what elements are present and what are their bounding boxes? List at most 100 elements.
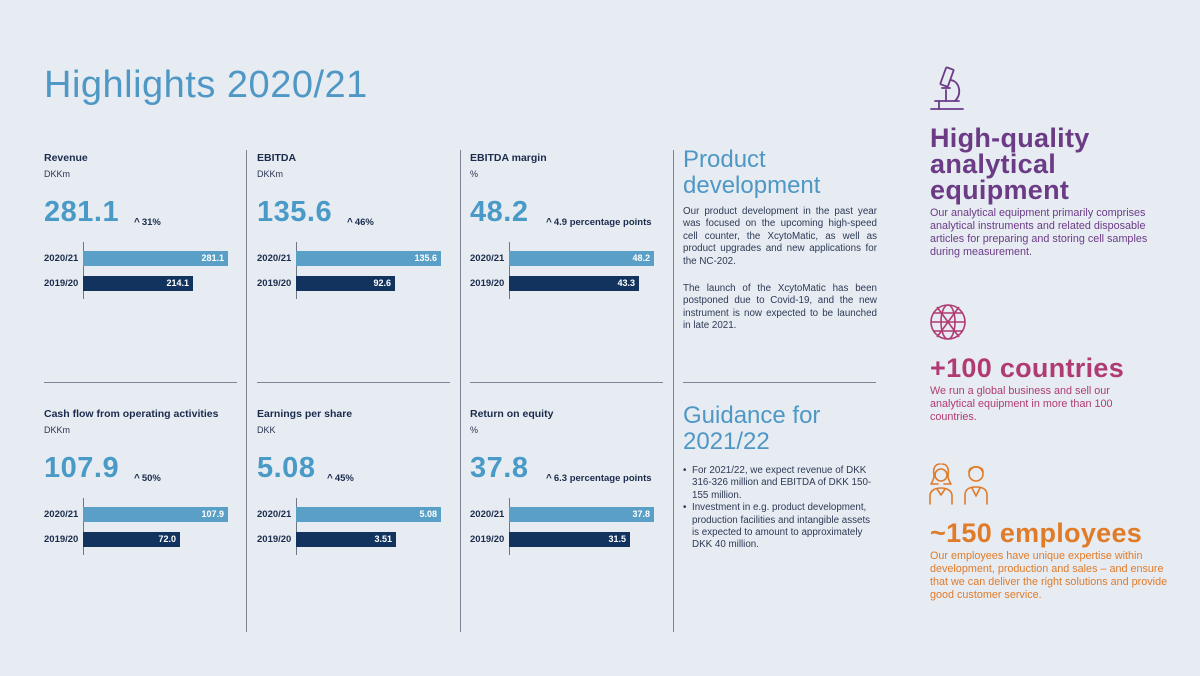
guidance-bullet: For 2021/22, we expect revenue of DKK 31…: [683, 465, 877, 502]
kpi-label: Revenue: [44, 152, 88, 164]
bar: 72.0: [83, 532, 180, 547]
page-title: Highlights 2020/21: [44, 64, 368, 106]
bar-year-label: 2020/21: [44, 509, 79, 520]
kpi-label: Cash flow from operating activities: [44, 408, 219, 420]
bar: 135.6: [296, 251, 441, 266]
bar-value-label: 3.51: [374, 534, 392, 544]
kpi-value: 5.08: [257, 452, 316, 484]
kpi-unit: DKKm: [257, 169, 284, 179]
feature-employees-text: Our employees have unique expertise with…: [930, 550, 1168, 601]
bar-row: 2020/21 37.8: [470, 507, 660, 523]
bar: 31.5: [509, 532, 630, 547]
bar: 37.8: [509, 507, 654, 522]
bar: 214.1: [83, 276, 193, 291]
kpi-change-value: 45%: [334, 473, 354, 484]
kpi-unit: %: [470, 169, 479, 179]
bar: 43.3: [509, 276, 639, 291]
feature-employees-title: ~150 employees: [930, 518, 1143, 548]
product-development-title-line2: development: [683, 172, 821, 199]
kpi-value: 281.1: [44, 196, 120, 228]
microscope-icon: [930, 66, 964, 110]
bar-value-label: 107.9: [201, 509, 224, 519]
kpi-change: ^ 50%: [134, 473, 161, 484]
feature-equipment-title-line2: analytical: [930, 149, 1057, 179]
kpi-change-value: 50%: [141, 473, 161, 484]
chart-axis: [296, 498, 297, 555]
kpi-unit: %: [470, 425, 479, 435]
globe-icon: [930, 304, 966, 340]
up-caret-icon: ^: [546, 217, 552, 228]
bar-row: 2019/20 72.0: [44, 532, 234, 548]
column-divider: [673, 150, 674, 632]
kpi-change-value: 31%: [141, 217, 161, 228]
row-divider: [470, 382, 663, 383]
kpi-label: EBITDA: [257, 152, 297, 164]
bar-year-label: 2020/21: [257, 253, 292, 264]
guidance-bullets: For 2021/22, we expect revenue of DKK 31…: [683, 465, 877, 552]
kpi-value: 135.6: [257, 196, 333, 228]
kpi-change-value: 6.3 percentage points: [553, 473, 652, 484]
bar-row: 2020/21 5.08: [257, 507, 447, 523]
bar-year-label: 2020/21: [44, 253, 79, 264]
bar-year-label: 2019/20: [470, 278, 505, 289]
feature-countries-text: We run a global business and sell our an…: [930, 385, 1113, 423]
product-development-para1: Our product development in the past year…: [683, 206, 877, 267]
bar-value-label: 5.08: [419, 509, 437, 519]
feature-employees: ~150 employees Our employees have unique…: [930, 520, 1168, 602]
bar: 3.51: [296, 532, 396, 547]
kpi-change: ^ 6.3 percentage points: [546, 473, 652, 484]
bar: 5.08: [296, 507, 441, 522]
bar-value-label: 37.8: [632, 509, 650, 519]
bar-row: 2020/21 281.1: [44, 251, 234, 267]
chart-axis: [83, 498, 84, 555]
bar-value-label: 135.6: [414, 253, 437, 263]
up-caret-icon: ^: [546, 473, 552, 484]
feature-countries: +100 countries We run a global business …: [930, 355, 1145, 424]
column-divider: [460, 150, 461, 632]
up-caret-icon: ^: [134, 473, 140, 484]
feature-equipment-title-line3: equipment: [930, 175, 1070, 205]
row-divider: [257, 382, 450, 383]
bar-year-label: 2019/20: [257, 278, 292, 289]
row-divider: [44, 382, 237, 383]
bar-value-label: 92.6: [373, 278, 391, 288]
feature-countries-title: +100 countries: [930, 353, 1125, 383]
kpi-change: ^ 46%: [347, 217, 374, 228]
kpi-change: ^ 4.9 percentage points: [546, 217, 652, 228]
kpi-unit: DKKm: [44, 169, 71, 179]
chart-axis: [83, 242, 84, 299]
product-development-title-line1: Product: [683, 146, 766, 173]
kpi-unit: DKK: [257, 425, 276, 435]
bar-year-label: 2019/20: [44, 534, 79, 545]
kpi-unit: DKKm: [44, 425, 71, 435]
bar: 107.9: [83, 507, 228, 522]
guidance-title-line1: Guidance for: [683, 402, 821, 429]
kpi-label: Earnings per share: [257, 408, 353, 420]
bar-year-label: 2019/20: [257, 534, 292, 545]
product-development-title: Product development: [683, 147, 820, 199]
kpi-change: ^ 31%: [134, 217, 161, 228]
bar: 48.2: [509, 251, 654, 266]
feature-equipment: High-quality analytical equipment Our an…: [930, 125, 1170, 259]
kpi-change-value: 46%: [354, 217, 374, 228]
bar-value-label: 31.5: [608, 534, 626, 544]
chart-axis: [509, 498, 510, 555]
bar-year-label: 2019/20: [44, 278, 79, 289]
kpi-value: 107.9: [44, 452, 120, 484]
bar-row: 2020/21 135.6: [257, 251, 447, 267]
bar-value-label: 214.1: [166, 278, 189, 288]
bar-row: 2020/21 48.2: [470, 251, 660, 267]
bar-row: 2019/20 43.3: [470, 276, 660, 292]
bar-year-label: 2020/21: [470, 509, 505, 520]
chart-axis: [296, 242, 297, 299]
bar-row: 2019/20 3.51: [257, 532, 447, 548]
bar: 92.6: [296, 276, 395, 291]
bar-row: 2020/21 107.9: [44, 507, 234, 523]
feature-equipment-title-line1: High-quality: [930, 123, 1090, 153]
bar: 281.1: [83, 251, 228, 266]
kpi-value: 37.8: [470, 452, 529, 484]
kpi-change-value: 4.9 percentage points: [553, 217, 652, 228]
bar-row: 2019/20 31.5: [470, 532, 660, 548]
product-development-para2: The launch of the XcytoMatic has been po…: [683, 283, 877, 332]
guidance-bullet: Investment in e.g. product development, …: [683, 502, 877, 552]
